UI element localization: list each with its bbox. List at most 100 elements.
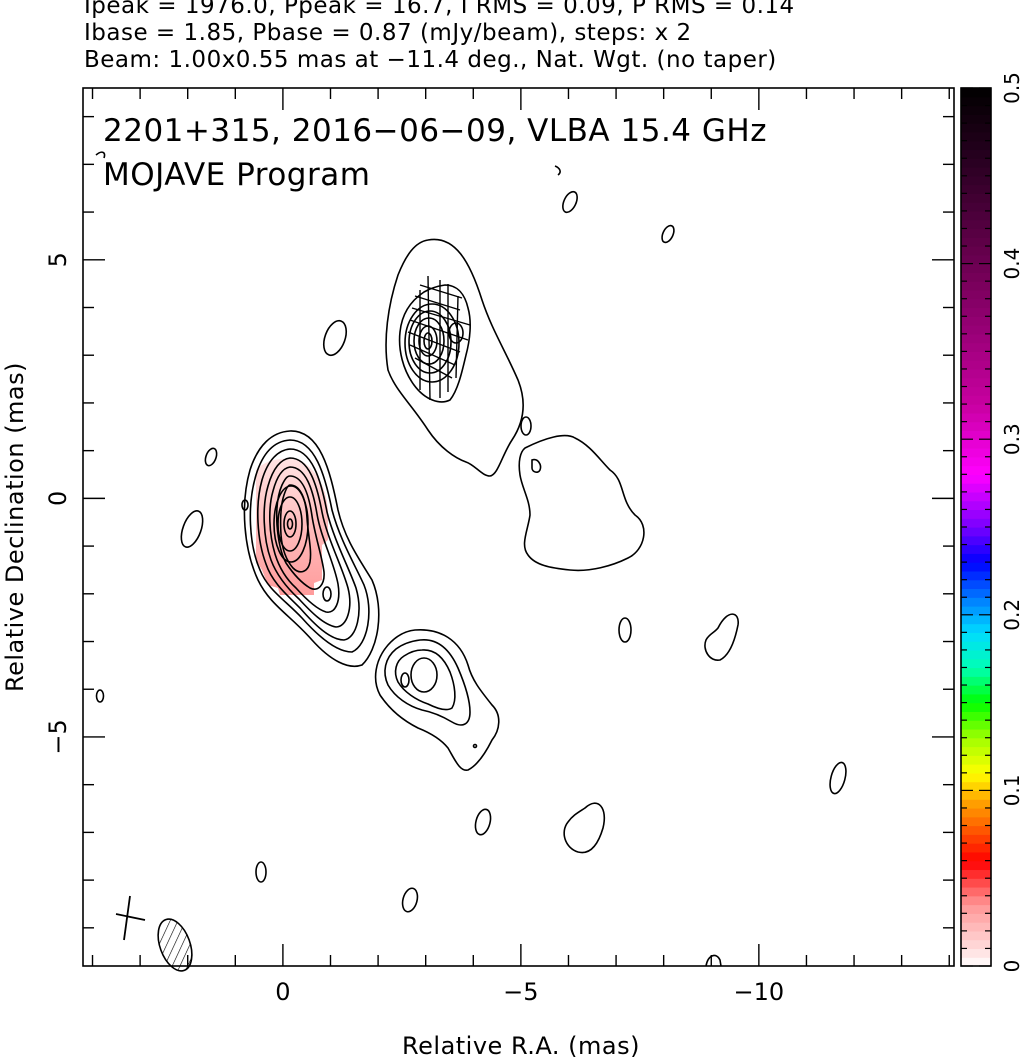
colorbar-segment [961,219,991,230]
colorbar-ticks [961,87,991,967]
colorbar-segment [961,799,991,809]
colorbar-segment [961,570,991,581]
scale-cross [115,895,146,941]
colorbar-segment [961,834,991,844]
colorbar-segment [961,851,991,862]
colorbar-segment [961,325,991,335]
y-tick-labels: 5 0 −5 [44,252,72,755]
colorbar-segment [961,544,991,554]
upper-jet-contours [385,238,524,477]
colorbar-tick-label: 0.3 [1000,423,1022,455]
colorbar-segment [961,395,991,405]
colorbar-segment [961,272,991,282]
colorbar-segment [961,579,991,590]
colorbar-segment [961,149,991,159]
colorbar-segment [961,588,991,598]
colorbar-segment [961,421,991,432]
colorbar-segment [961,465,991,475]
colorbar-segment [961,368,991,379]
colorbar-segment [961,658,991,669]
colorbar-segment [961,614,991,625]
colorbar-segment [961,167,991,177]
colorbar-segment [961,210,991,221]
colorbar-segment [961,228,991,238]
x-tick-label: 0 [275,978,290,1006]
x-tick-label: −5 [503,978,538,1006]
colorbar-segment [961,246,991,256]
colorbar-segment [961,755,991,765]
colorbar-segment [961,781,991,791]
colorbar-segment [961,728,991,739]
y-tick-label: 5 [44,252,72,267]
beam-ellipse [157,918,193,972]
colorbar-segment [961,904,991,914]
y-tick-label: −5 [44,719,72,754]
colorbar-segment [961,377,991,388]
colorbar-segment [961,860,991,871]
colorbar-segment [961,202,991,212]
colorbar-segment [961,597,991,607]
colorbar-segment [961,878,991,888]
colorbar-segment [961,623,991,633]
colorbar-segment [961,447,991,458]
colorbar-segment [961,333,991,344]
colorbar-segment [961,289,991,300]
colorbar-segment [961,641,991,651]
colorbar-segment [961,649,991,660]
header-line-3: Beam: 1.00x0.55 mas at −11.4 deg., Nat. … [84,47,777,73]
colorbar-segment [961,869,991,879]
colorbar-segment [961,807,991,818]
colorbar-segment [961,939,991,950]
x-tick-labels: 0 −5 −10 [275,978,784,1006]
colorbar [960,87,992,967]
colorbar-segment [961,764,991,774]
mid-jet-contours [374,629,500,771]
colorbar-segment [961,96,991,107]
colorbar-segment [961,474,991,484]
colorbar-tick-label: 0.4 [1000,248,1022,280]
colorbar-segment [961,184,991,194]
colorbar-segment [961,307,991,317]
colorbar-segment [961,518,991,528]
colorbar-segment [961,790,991,800]
polarization-vectors [407,275,471,401]
colorbar-segment [961,948,991,958]
noise-contours [95,151,847,967]
outer-diffuse-contour [518,434,645,572]
x-tick-label: −10 [734,978,785,1006]
colorbar-segment [961,527,991,537]
colorbar-segment [961,193,991,203]
colorbar-segment [961,114,991,124]
plot-subtitle: MOJAVE Program [103,157,370,193]
plot-frame [82,87,955,967]
colorbar-segment [961,816,991,827]
colorbar-segment [961,702,991,712]
colorbar-segment [961,140,991,151]
colorbar-tick-label: 0 [1000,960,1022,973]
colorbar-tick-labels: 0 0.1 0.2 0.3 0.4 0.5 [1000,72,1022,972]
x-axis-label: Relative R.A. (mas) [402,1032,640,1060]
colorbar-segment [961,237,991,247]
colorbar-segment [961,360,991,370]
colorbar-segment [961,886,991,897]
colorbar-segment [961,535,991,546]
colorbar-segment [961,254,991,265]
colorbar-segment [961,693,991,704]
colorbar-segment [961,351,991,361]
colorbar-segment [961,439,991,449]
header-line-2: Ibase = 1.85, Pbase = 0.87 (mJy/beam), s… [84,20,692,46]
colorbar-segment [961,158,991,168]
colorbar-tick-label: 0.5 [1000,72,1022,104]
colorbar-segment [961,632,991,642]
colorbar-segment [961,667,991,677]
colorbar-segment [961,895,991,906]
colorbar-segment [961,957,991,967]
axis-ticks [83,88,954,966]
plot-title: 2201+315, 2016−06−09, VLBA 15.4 GHz [103,113,767,149]
colorbar-segment [961,746,991,756]
colorbar-segment [961,298,991,309]
colorbar-segment [961,509,991,519]
colorbar-segment [961,562,991,572]
colorbar-segment [961,685,991,695]
colorbar-tick-label: 0.2 [1000,599,1022,631]
